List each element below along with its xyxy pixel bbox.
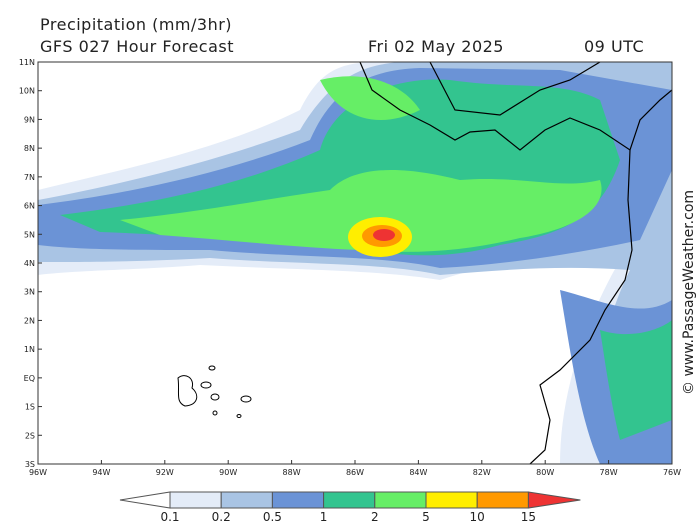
lat-label: 11N — [19, 58, 35, 67]
colorbar-box — [374, 491, 427, 509]
colorbar-label: 1 — [320, 510, 328, 524]
lat-label: 4N — [24, 259, 35, 268]
colorbar-label: 10 — [470, 510, 485, 524]
lat-label: 7N — [24, 173, 35, 182]
colorbar-box — [425, 491, 478, 509]
colorbar-high — [527, 491, 581, 509]
lat-label: 3N — [24, 288, 35, 297]
colorbar: 0.1 0.2 0.5 1 2 5 10 15 — [119, 491, 581, 524]
colorbar-label: 0.5 — [263, 510, 282, 524]
colorbar-box — [271, 491, 325, 509]
precip-field — [38, 62, 672, 464]
lon-label: 86W — [346, 468, 364, 477]
lat-label: 1N — [24, 345, 35, 354]
lat-label: 2N — [24, 316, 35, 325]
lat-label: 10N — [19, 87, 35, 96]
colorbar-label: 15 — [521, 510, 536, 524]
colorbar-box — [220, 491, 273, 509]
galapagos — [177, 365, 252, 418]
lon-label: 78W — [600, 468, 618, 477]
colorbar-box — [323, 491, 376, 509]
coastline — [359, 62, 672, 464]
lon-label: 90W — [219, 468, 237, 477]
subtitle: GFS 027 Hour Forecast — [40, 37, 234, 56]
credit: © www.PassageWeather.com — [681, 190, 697, 395]
colorbar-label: 0.1 — [160, 510, 179, 524]
colorbar-label: 0.2 — [212, 510, 231, 524]
lat-label: 3S — [25, 460, 35, 469]
title: Precipitation (mm/3hr) — [40, 15, 232, 34]
lon-label: 84W — [409, 468, 427, 477]
lat-label: 8N — [24, 144, 35, 153]
colorbar-low — [119, 491, 171, 509]
lon-label: 96W — [29, 468, 47, 477]
lon-label: 76W — [663, 468, 681, 477]
lat-label: 1S — [25, 403, 35, 412]
lon-label: 92W — [156, 468, 174, 477]
lat-label: 5N — [24, 230, 35, 239]
colorbar-box — [169, 491, 222, 509]
lon-label: 82W — [473, 468, 491, 477]
colorbar-label: 2 — [371, 510, 379, 524]
lat-label: 2S — [25, 431, 35, 440]
colorbar-box — [476, 491, 529, 509]
lon-label: 80W — [536, 468, 554, 477]
lon-label: 88W — [283, 468, 301, 477]
lat-label: 6N — [24, 202, 35, 211]
lat-label: 9N — [24, 115, 35, 124]
lon-label: 94W — [92, 468, 110, 477]
date: Fri 02 May 2025 — [368, 37, 504, 56]
time: 09 UTC — [584, 37, 644, 56]
lat-label: EQ — [24, 374, 35, 383]
colorbar-label: 5 — [422, 510, 430, 524]
